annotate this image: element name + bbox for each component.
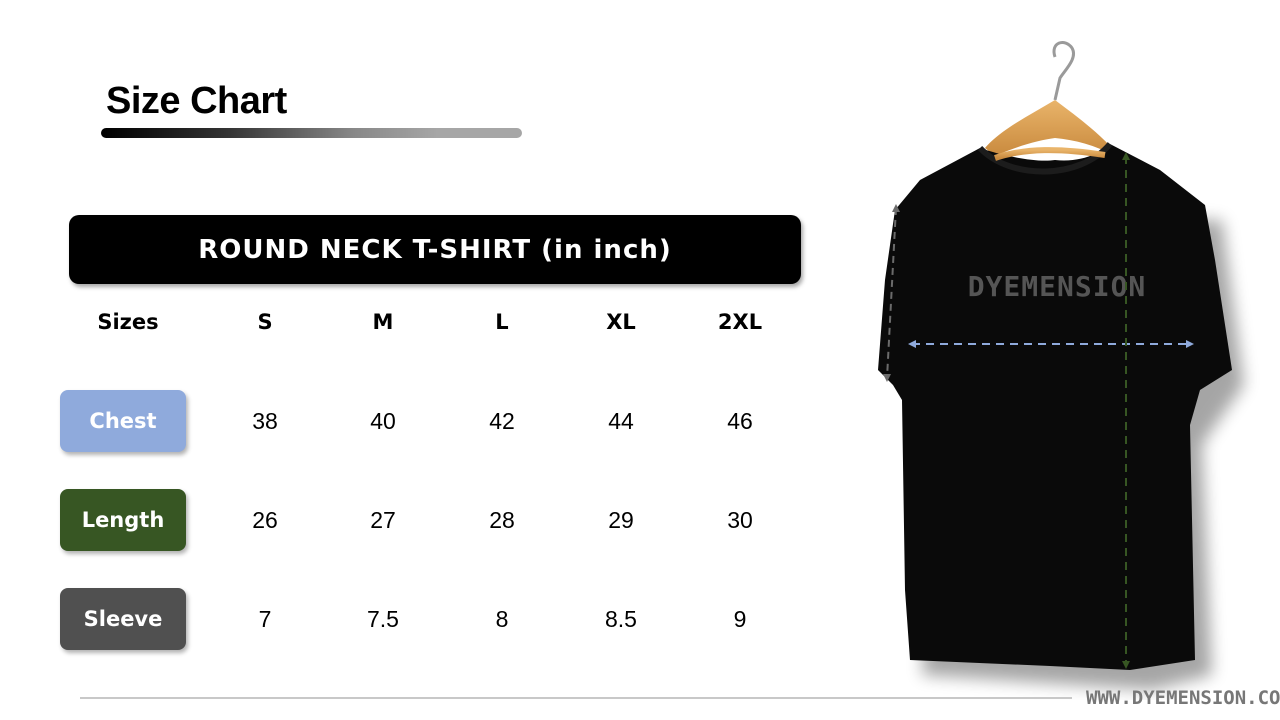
size-header: S [257,310,273,334]
size-value: 40 [370,408,396,434]
size-value: 42 [489,408,515,434]
footer-url[interactable]: WWW.DYEMENSION.CO [1086,687,1280,709]
table-banner: ROUND NECK T-SHIRT (in inch) [69,215,801,284]
size-value: 46 [727,408,753,434]
row-label-chest: Chest [60,390,186,452]
tshirt-image: DYEMENSION [860,30,1280,700]
size-value: 38 [252,408,278,434]
size-value: 44 [608,408,634,434]
size-header: M [372,310,394,334]
hanger [985,100,1115,156]
size-value: 9 [733,606,747,632]
page-title: Size Chart [106,80,287,122]
row-label-length: Length [60,489,186,551]
sizes-header: Sizes [97,310,159,334]
sleeve-arrow [886,207,897,379]
row-label-sleeve: Sleeve [60,588,186,650]
title-underline [101,128,522,138]
size-header: 2XL [717,310,763,334]
size-value: 7.5 [367,606,399,632]
size-header: XL [606,310,636,334]
size-value: 29 [608,507,634,533]
hanger-hook [1052,41,1075,101]
footer-divider [80,697,1072,699]
shirt-print: DYEMENSION [968,270,1147,303]
size-value: 26 [252,507,278,533]
size-value: 8.5 [605,606,637,632]
size-value: 28 [489,507,515,533]
tshirt [878,144,1232,670]
size-value: 27 [370,507,396,533]
size-value: 30 [727,507,753,533]
size-header: L [495,310,509,334]
size-value: 8 [495,606,509,632]
size-value: 7 [258,606,272,632]
